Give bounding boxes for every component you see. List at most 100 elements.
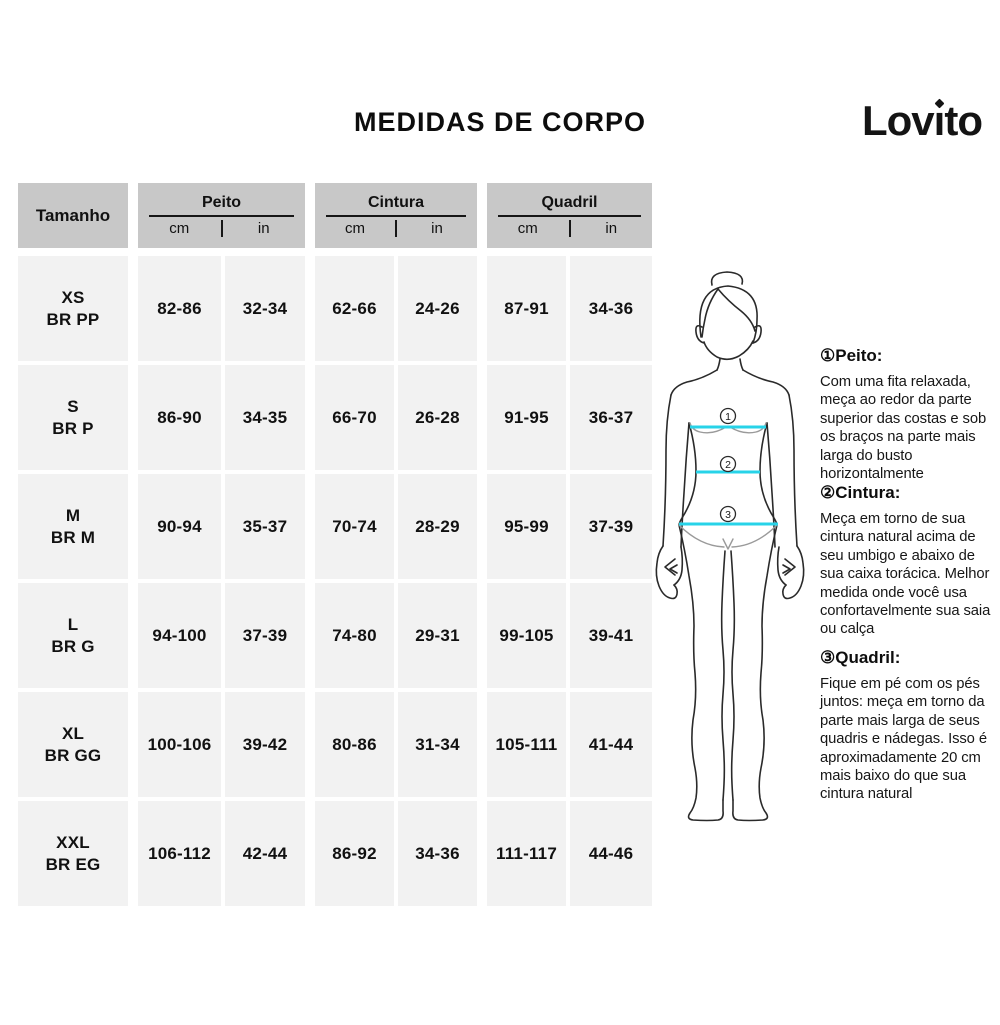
hip-group-header: Quadril cm in <box>487 183 652 248</box>
unit-divider <box>220 220 223 237</box>
guide-title-chest: Peito: <box>835 346 883 365</box>
header-rule <box>498 214 641 217</box>
measure-cell: 86-90 <box>138 365 221 470</box>
guide-section-waist: ②Cintura: Meça em torno de sua cintura n… <box>820 483 992 639</box>
measurement-markers: 1 2 3 <box>719 407 737 523</box>
page-title: MEDIDAS DE CORPO <box>353 107 647 137</box>
measure-cell: 86-92 <box>315 801 394 906</box>
measure-cell: 35-37 <box>225 474 305 579</box>
table-row: XXL BR EG 106-112 42-44 86-92 34-36 111-… <box>18 801 652 906</box>
guide-section-hip: ③Quadril: Fique em pé com os pés juntos:… <box>820 648 992 804</box>
logo-text-pre: Lov <box>862 97 935 144</box>
marker-number-1: 1 <box>725 411 731 423</box>
size-br-label: BR GG <box>44 745 102 765</box>
size-label: M <box>65 505 81 525</box>
size-table-body: XS BR PP 82-86 32-34 62-66 24-26 87-91 3… <box>18 256 652 906</box>
marker-number-3: 3 <box>725 509 731 521</box>
measure-cell: 90-94 <box>138 474 221 579</box>
size-br-label: BR M <box>50 527 96 547</box>
measure-cell: 31-34 <box>398 692 477 797</box>
guide-text-chest: Com uma fita relaxada, meça ao redor da … <box>820 374 987 483</box>
size-cell: S BR P <box>18 365 128 470</box>
measure-cell: 39-42 <box>225 692 305 797</box>
group-title-chest: Peito <box>201 193 242 211</box>
measure-cell: 80-86 <box>315 692 394 797</box>
body-figure: 1 2 3 <box>640 258 820 833</box>
measure-cell: 82-86 <box>138 256 221 361</box>
guide-heading-hip: ③Quadril: <box>820 648 992 668</box>
unit-row: cm in <box>487 219 652 239</box>
header-rule <box>149 214 294 217</box>
guide-section-chest: ①Peito: Com uma fita relaxada, meça ao r… <box>820 346 992 483</box>
unit-cm-label: cm <box>169 219 190 237</box>
measure-cell: 111-117 <box>487 801 566 906</box>
measure-cell: 34-36 <box>570 256 652 361</box>
measure-cell: 62-66 <box>315 256 394 361</box>
measure-cell: 100-106 <box>138 692 221 797</box>
measure-cell: 105-111 <box>487 692 566 797</box>
unit-row: cm in <box>315 219 477 239</box>
logo-diamond-i: ı <box>933 97 946 144</box>
measure-cell: 26-28 <box>398 365 477 470</box>
logo-text-post: to <box>944 97 983 144</box>
size-br-label: BR PP <box>46 309 100 329</box>
table-header-row: Tamanho Peito cm in Cintura cm in Quadri… <box>18 183 652 248</box>
measure-cell: 70-74 <box>315 474 394 579</box>
guide-heading-waist: ②Cintura: <box>820 483 992 503</box>
measure-cell: 74-80 <box>315 583 394 688</box>
size-br-label: BR P <box>52 418 94 438</box>
size-label: XL <box>61 723 85 743</box>
measure-cell: 106-112 <box>138 801 221 906</box>
size-chart-table: Tamanho Peito cm in Cintura cm in Quadri… <box>18 183 652 906</box>
measure-cell: 28-29 <box>398 474 477 579</box>
measure-cell: 32-34 <box>225 256 305 361</box>
body-figure-svg: 1 2 3 <box>655 271 805 822</box>
lovito-logo: Lovıto <box>862 97 983 145</box>
marker-circle-1 <box>719 407 737 425</box>
measure-cell: 94-100 <box>138 583 221 688</box>
measure-cell: 39-41 <box>570 583 652 688</box>
measure-cell: 37-39 <box>225 583 305 688</box>
size-cell: XXL BR EG <box>18 801 128 906</box>
measure-cell: 34-35 <box>225 365 305 470</box>
circled-number-3: ③ <box>820 648 836 667</box>
group-title-hip: Quadril <box>541 193 598 211</box>
circled-number-2: ② <box>820 483 836 502</box>
table-row: M BR M 90-94 35-37 70-74 28-29 95-99 37-… <box>18 474 652 579</box>
table-row: L BR G 94-100 37-39 74-80 29-31 99-105 3… <box>18 583 652 688</box>
circled-number-1: ① <box>820 346 836 365</box>
measure-cell: 42-44 <box>225 801 305 906</box>
measure-cell: 37-39 <box>570 474 652 579</box>
measure-cell: 29-31 <box>398 583 477 688</box>
size-label: S <box>67 396 79 416</box>
unit-in-label: in <box>257 219 270 237</box>
size-cell: XL BR GG <box>18 692 128 797</box>
measure-cell: 34-36 <box>398 801 477 906</box>
unit-divider <box>395 220 397 237</box>
guide-title-waist: Cintura: <box>835 483 901 502</box>
marker-number-2: 2 <box>725 459 731 471</box>
unit-in-label: in <box>605 219 618 237</box>
measure-cell: 91-95 <box>487 365 566 470</box>
guide-text-hip: Fique em pé com os pés juntos: meça em t… <box>820 676 987 803</box>
unit-cm-label: cm <box>345 219 365 237</box>
measure-cell: 36-37 <box>570 365 652 470</box>
measure-cell: 41-44 <box>570 692 652 797</box>
table-row: S BR P 86-90 34-35 66-70 26-28 91-95 36-… <box>18 365 652 470</box>
table-row: XS BR PP 82-86 32-34 62-66 24-26 87-91 3… <box>18 256 652 361</box>
unit-divider <box>568 220 571 237</box>
group-title-waist: Cintura <box>368 193 424 211</box>
measure-cell: 95-99 <box>487 474 566 579</box>
guide-heading-chest: ①Peito: <box>820 346 992 366</box>
chest-group-header: Peito cm in <box>138 183 305 248</box>
body-outline <box>655 271 805 822</box>
unit-in-label: in <box>431 219 443 237</box>
guide-title-hip: Quadril: <box>835 648 901 667</box>
measure-cell: 66-70 <box>315 365 394 470</box>
measure-cell: 24-26 <box>398 256 477 361</box>
size-br-label: BR EG <box>45 854 101 874</box>
waist-group-header: Cintura cm in <box>315 183 477 248</box>
size-cell: XS BR PP <box>18 256 128 361</box>
size-br-label: BR G <box>51 636 95 656</box>
header-rule <box>326 214 466 217</box>
